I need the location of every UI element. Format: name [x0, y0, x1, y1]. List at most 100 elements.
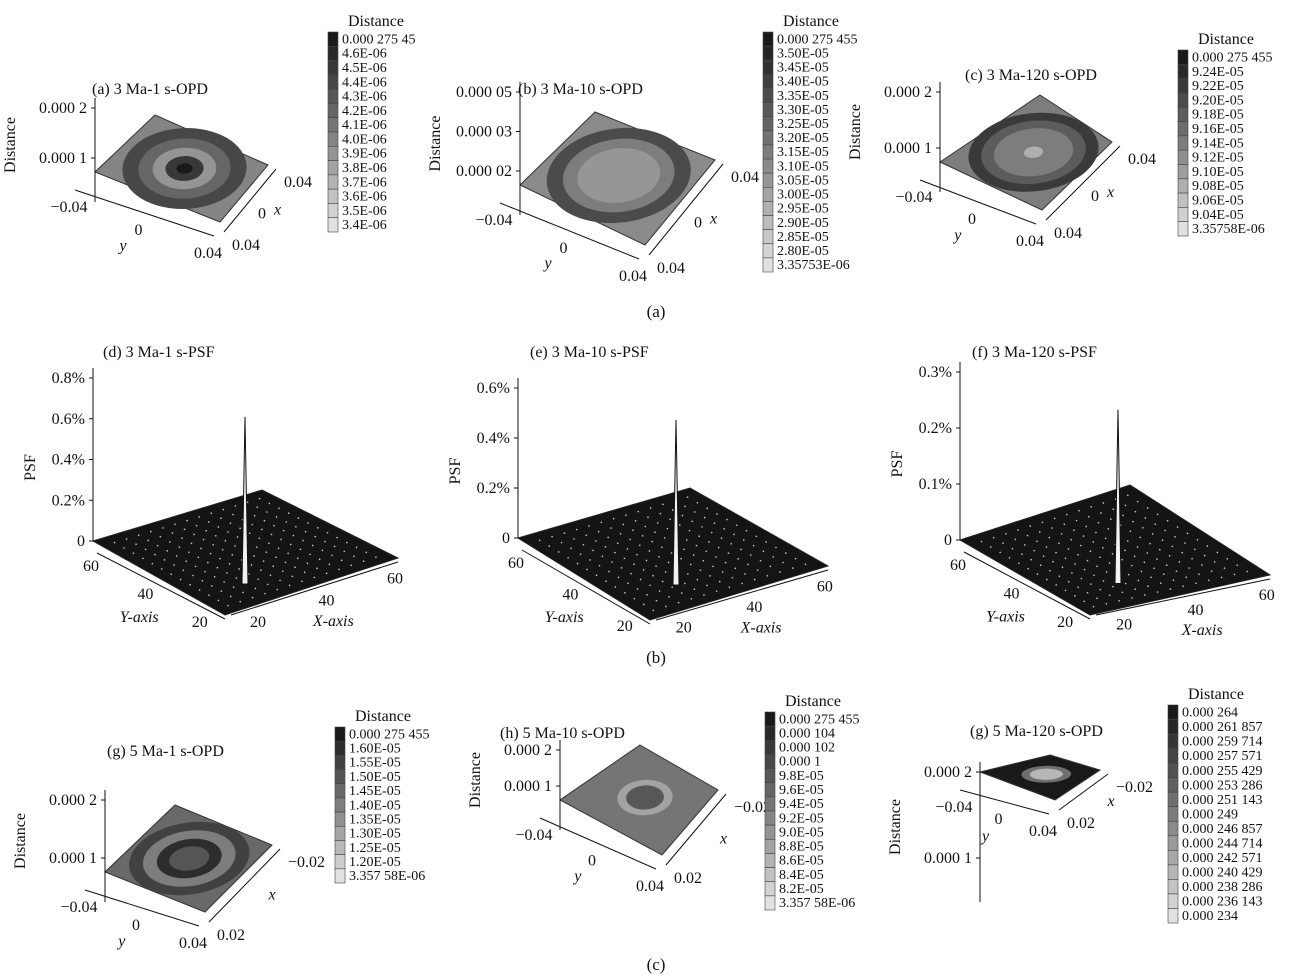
colorbar-label: 0.000 246 857 [1182, 822, 1263, 837]
grid-dot [151, 562, 154, 565]
colorbar-label: 4.0E-06 [342, 132, 387, 147]
grid-dot [1220, 576, 1223, 579]
grid-dot [1089, 550, 1092, 553]
grid-dot [202, 538, 205, 541]
z-tick-label: 0.2% [919, 420, 952, 437]
x-tick-label: 0 [258, 206, 266, 223]
grid-dot [604, 546, 607, 548]
colorbar-swatch [762, 144, 774, 160]
colorbar-swatch [327, 60, 339, 76]
grid-dot [715, 556, 717, 558]
colorbar-label: 9.08E-05 [1192, 179, 1244, 194]
grid-dot [658, 555, 660, 558]
grid-dot [174, 523, 176, 526]
grid-dot [1112, 585, 1114, 588]
grid-dot [333, 545, 336, 548]
grid-dot [703, 516, 706, 519]
grid-dot [582, 543, 585, 546]
y-tick-label: 0.04 [636, 878, 664, 895]
colorbar-label: 9.12E-05 [1192, 151, 1244, 166]
z-tick-label: 0.8% [52, 370, 85, 387]
grid-dot [1092, 541, 1095, 543]
panel-title: (c) 3 Ma-120 s-OPD [965, 67, 1097, 84]
grid-dot [163, 559, 166, 561]
colorbar: Distance 0.000 275 4551.60E-051.55E-051.5… [334, 708, 430, 884]
grid-dot [375, 556, 377, 558]
grid-dot [595, 574, 598, 577]
grid-dot [316, 527, 319, 529]
x-axis-label: x [1107, 793, 1115, 810]
grid-dot [766, 574, 769, 577]
grid-dot [1087, 515, 1090, 518]
grid-dot [576, 562, 579, 565]
colorbar-swatch [762, 45, 774, 61]
colorbar-label: 8.2E-05 [779, 882, 824, 897]
y-tick-label: 40 [1004, 585, 1020, 602]
z-tick-label: 0.000 1 [49, 850, 97, 867]
y-axis-line [74, 189, 215, 237]
grid-dot [1111, 552, 1114, 555]
grid-dot [113, 541, 116, 544]
x-axis-line [648, 163, 724, 256]
colorbar-label: 9.06E-05 [1192, 194, 1244, 209]
grid-dot [266, 583, 269, 586]
z-axis-label: Distance [887, 799, 904, 855]
y-axis-line [539, 817, 657, 870]
grid-dot [698, 535, 701, 538]
grid-dot [1077, 586, 1079, 589]
colorbar-swatch [762, 215, 774, 230]
grid-dot [671, 586, 674, 589]
grid-dot [1048, 536, 1051, 539]
colorbar-label: 3.4E-06 [342, 218, 387, 233]
y-tick-label: 0 [132, 917, 140, 934]
grid-dot [318, 558, 321, 561]
colorbar-label: 9.14E-05 [1192, 136, 1244, 151]
z-tick-label: 0 [502, 530, 510, 547]
y-axis-line [84, 889, 200, 927]
z-tick-label: 0.000 2 [504, 742, 552, 759]
z-tick-label: 0.000 2 [884, 84, 932, 101]
grid-dot [1104, 537, 1107, 540]
grid-dot [1121, 558, 1123, 561]
colorbar-swatch [1167, 835, 1179, 851]
grid-dot [246, 501, 249, 504]
grid-dot [186, 519, 188, 522]
colorbar-label: 3.35758E-06 [1192, 222, 1265, 237]
grid-dot [262, 560, 265, 562]
grid-dot [1096, 597, 1098, 600]
colorbar-label: 3.25E-05 [777, 117, 829, 132]
y-tick-label: 0 [135, 222, 143, 239]
grid-dot [1127, 573, 1130, 576]
contour-ring [593, 158, 644, 193]
grid-dot [649, 507, 652, 509]
y-axis-label: y [572, 868, 582, 885]
grid-dot [321, 549, 324, 552]
grid-dot [1133, 555, 1136, 558]
x-tick-label: −0.02 [1116, 779, 1153, 796]
grid-dot [1176, 526, 1179, 528]
colorbar-swatch [764, 782, 776, 798]
grid-dot [229, 595, 232, 598]
grid-dot [355, 546, 358, 549]
grid-dot [1073, 529, 1075, 531]
y-axis-line [521, 549, 651, 625]
grid-dot [208, 594, 210, 596]
colorbar-swatch [1167, 908, 1179, 924]
grid-dot [772, 556, 774, 558]
colorbar-label: 0.000 264 [1182, 706, 1238, 721]
colorbar-label: 3.357 58E-06 [349, 869, 425, 884]
grid-dot [638, 544, 641, 547]
grid-dot [1184, 542, 1186, 544]
grid-dot [160, 568, 163, 570]
colorbar-label: 3.35753E-06 [777, 258, 850, 273]
grid-dot [1124, 582, 1127, 585]
colorbar-swatch [327, 45, 339, 61]
grid-dot [745, 529, 748, 532]
colorbar-label: 8.6E-05 [779, 854, 824, 869]
grid-dot [600, 521, 603, 524]
grid-dot [990, 546, 992, 548]
grid-dot [1100, 512, 1102, 514]
colorbar-swatch [764, 881, 776, 897]
grid-dot [644, 525, 647, 528]
colorbar-swatch [1177, 135, 1189, 151]
